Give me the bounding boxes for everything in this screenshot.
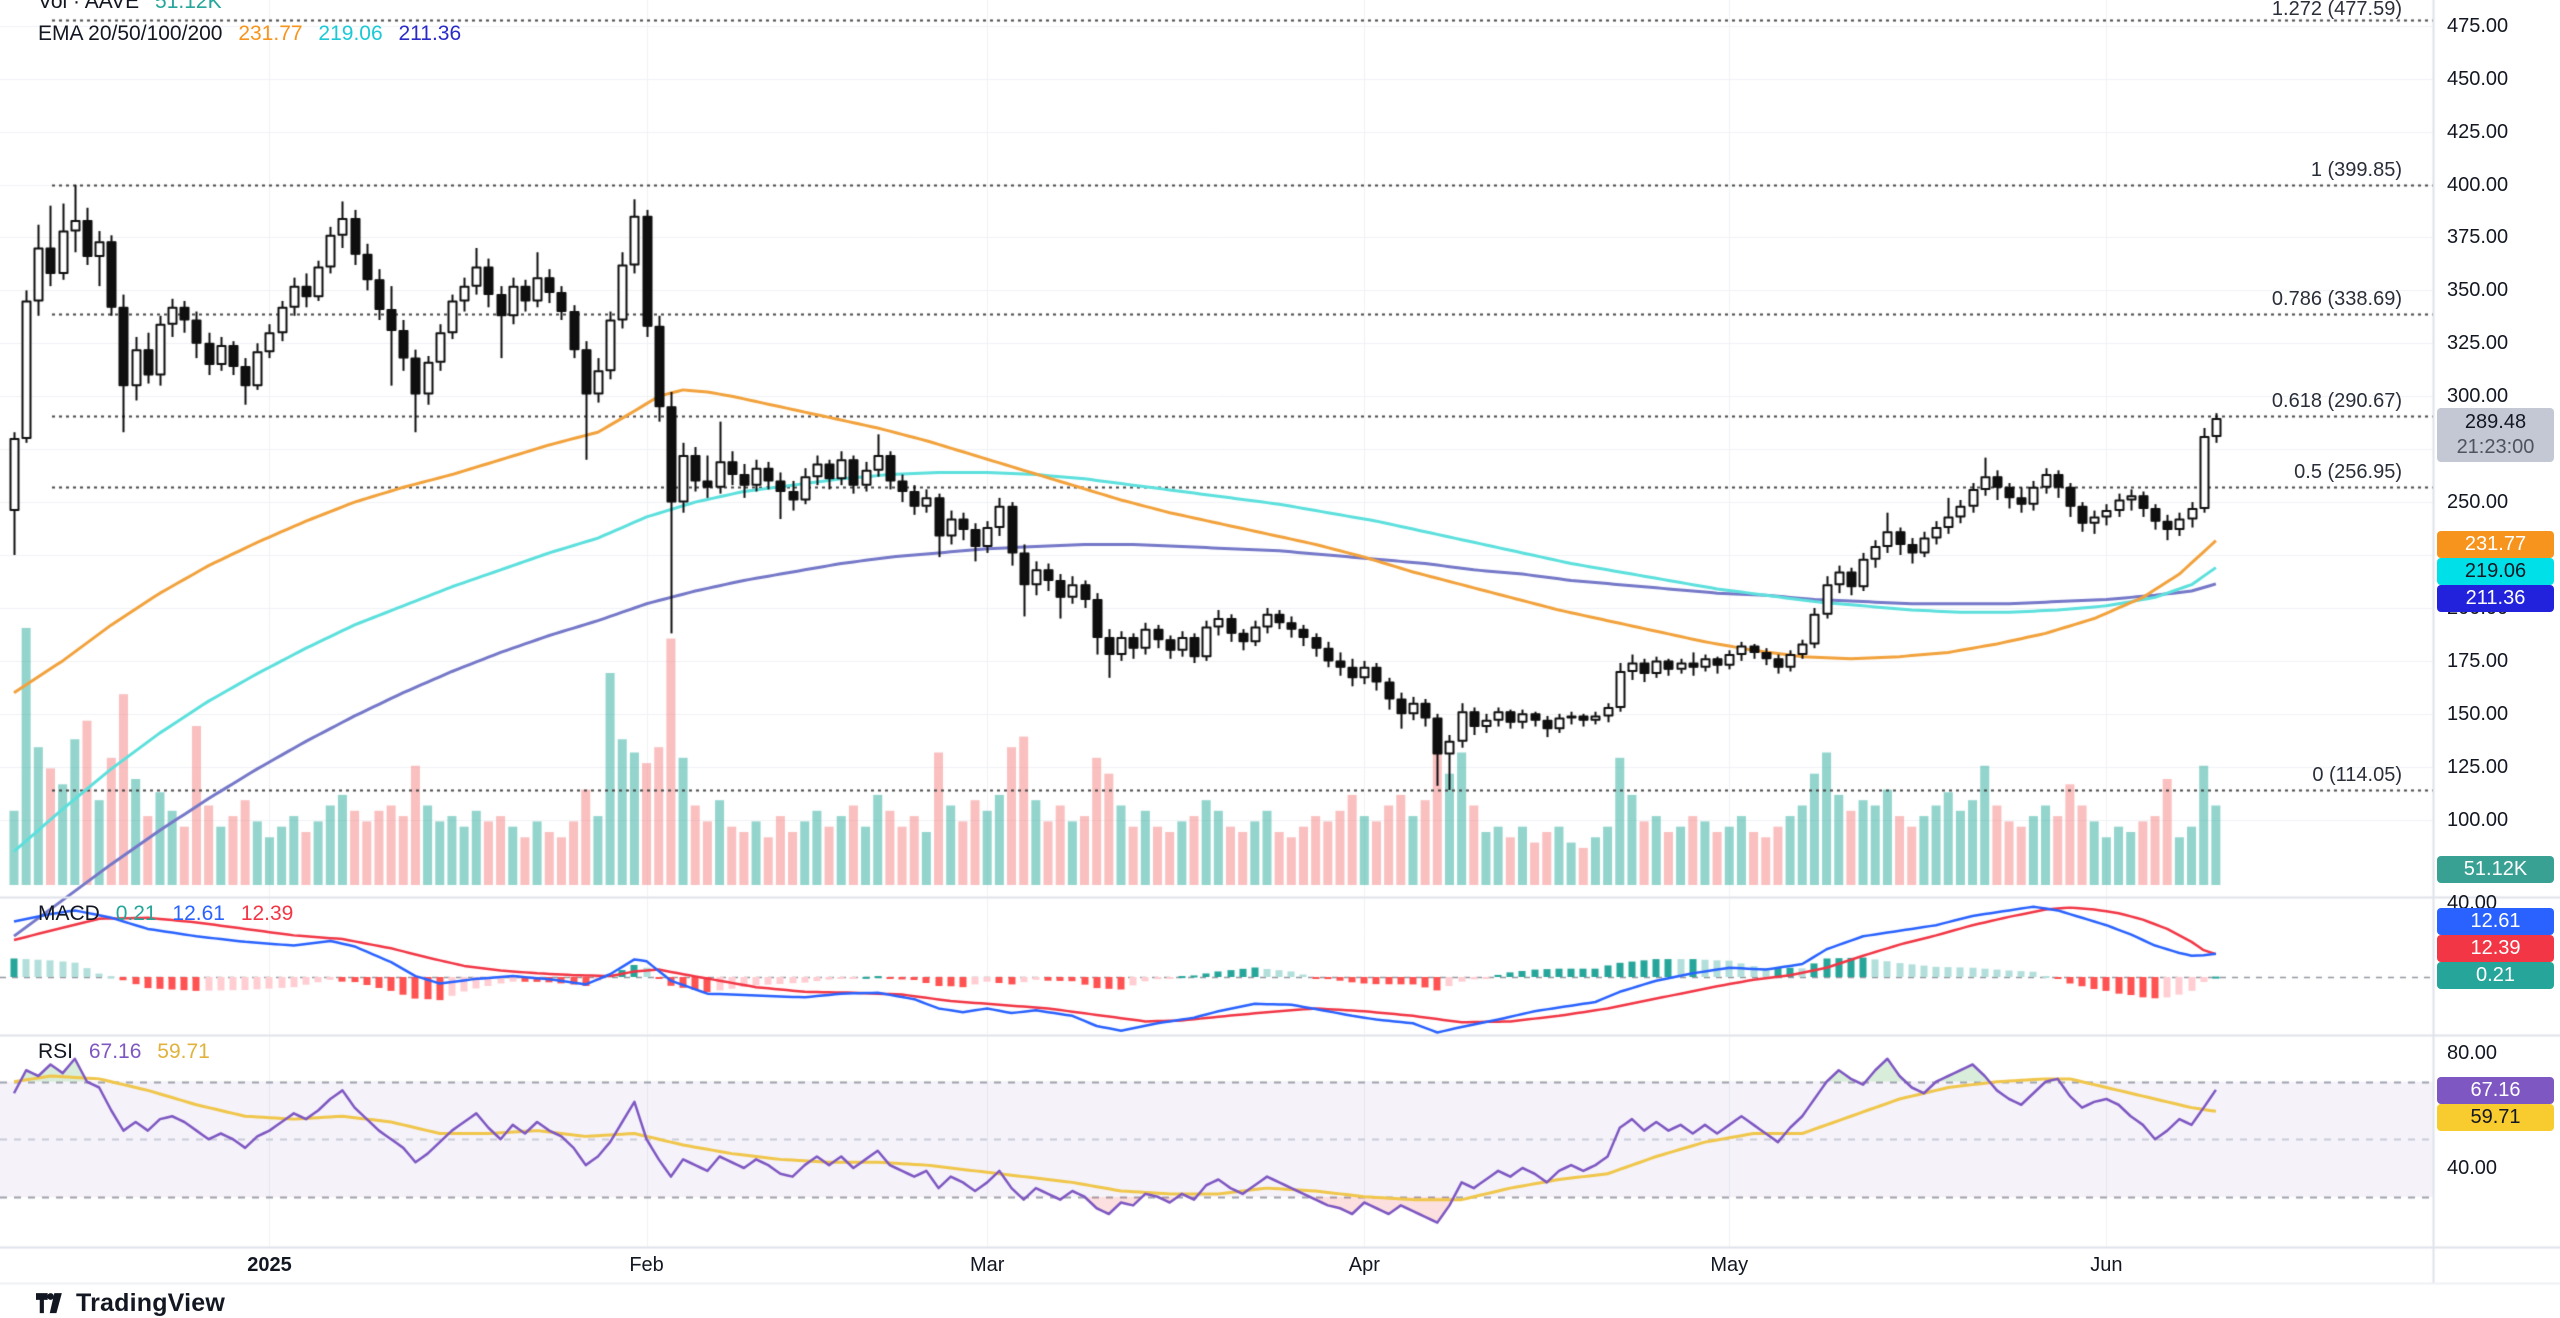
tradingview-attribution[interactable]: TradingView (36, 1289, 225, 1318)
time-tick-may: May (1710, 1254, 1749, 1276)
rsi-badge: 67.16 (2437, 1077, 2554, 1104)
price-tick: 250.00 (2447, 491, 2509, 514)
macd-legend-row[interactable]: MACD 0.21 12.61 12.39 (38, 902, 303, 926)
rsi-axis-tick: 80.00 (2447, 1042, 2498, 1064)
fib-level-label: 0.618 (290.67) (2271, 389, 2402, 412)
price-tick: 450.00 (2447, 67, 2509, 90)
price-tick: 350.00 (2447, 279, 2509, 302)
rsi-ma-badge: 59.71 (2437, 1104, 2554, 1131)
macd-hist-value: 0.21 (115, 902, 157, 925)
ema-legend-label: EMA 20/50/100/200 (38, 22, 223, 45)
ema100-badge: 219.06 (2437, 558, 2554, 585)
ema100-value: 219.06 (318, 22, 383, 45)
last-price-value: 289.48 (2464, 411, 2527, 433)
time-tick-mar: Mar (969, 1254, 1005, 1276)
tradingview-logo-icon (36, 1292, 62, 1313)
macd-line-badge: 12.61 (2437, 908, 2554, 935)
price-tick: 375.00 (2447, 226, 2509, 249)
price-tick: 400.00 (2447, 173, 2509, 196)
ema50-badge: 231.77 (2437, 531, 2554, 558)
ema50-value: 231.77 (238, 22, 303, 45)
price-tick: 125.00 (2447, 755, 2509, 778)
price-tick: 475.00 (2447, 14, 2509, 37)
tradingview-logo-text: TradingView (76, 1289, 226, 1317)
price-tick: 150.00 (2447, 702, 2509, 725)
volume-legend-value: 51.12K (155, 0, 222, 13)
macd-line-value: 12.61 (172, 902, 225, 925)
candle-countdown: 21:23:00 (2456, 436, 2535, 458)
rsi-legend-label: RSI (38, 1040, 74, 1063)
macd-hist-badge: 0.21 (2437, 962, 2554, 989)
macd-signal-value: 12.39 (240, 902, 294, 925)
macd-signal-badge: 12.39 (2437, 935, 2554, 962)
fib-level-label: 1 (399.85) (2310, 158, 2402, 181)
volume-badge: 51.12K (2437, 856, 2554, 883)
price-tick: 325.00 (2447, 332, 2509, 355)
fib-level-label: 0.5 (256.95) (2294, 461, 2402, 484)
fib-level-label: 1.272 (477.59) (2271, 0, 2402, 20)
fib-level-label: 0.786 (338.69) (2271, 288, 2402, 311)
ema200-badge: 211.36 (2437, 585, 2554, 612)
rsi-legend-row[interactable]: RSI 67.16 59.71 (38, 1040, 220, 1064)
price-tick: 100.00 (2447, 808, 2509, 831)
rsi-value: 67.16 (88, 1040, 142, 1063)
time-tick-apr: Apr (1348, 1254, 1380, 1276)
ema200-value: 211.36 (398, 22, 462, 45)
last-price-badge: 289.48 21:23:00 (2437, 408, 2554, 462)
macd-legend-label: MACD (38, 902, 100, 925)
time-tick-feb: Feb (629, 1254, 664, 1276)
price-tick: 175.00 (2447, 649, 2509, 672)
rsi-axis-tick: 40.00 (2447, 1157, 2498, 1179)
rsi-ma-value: 59.71 (157, 1040, 210, 1063)
volume-legend-label: Vol · AAVE (38, 0, 140, 13)
time-tick-2025: 2025 (247, 1254, 292, 1276)
ema-legend-row[interactable]: EMA 20/50/100/200 231.77 219.06 211.36 (38, 22, 471, 46)
fib-level-label: 0 (114.05) (2312, 763, 2402, 786)
price-tick: 300.00 (2447, 385, 2509, 408)
volume-legend-row[interactable]: Vol · AAVE 51.12K (38, 0, 232, 14)
price-tick: 425.00 (2447, 120, 2509, 143)
time-tick-jun: Jun (2090, 1254, 2123, 1276)
